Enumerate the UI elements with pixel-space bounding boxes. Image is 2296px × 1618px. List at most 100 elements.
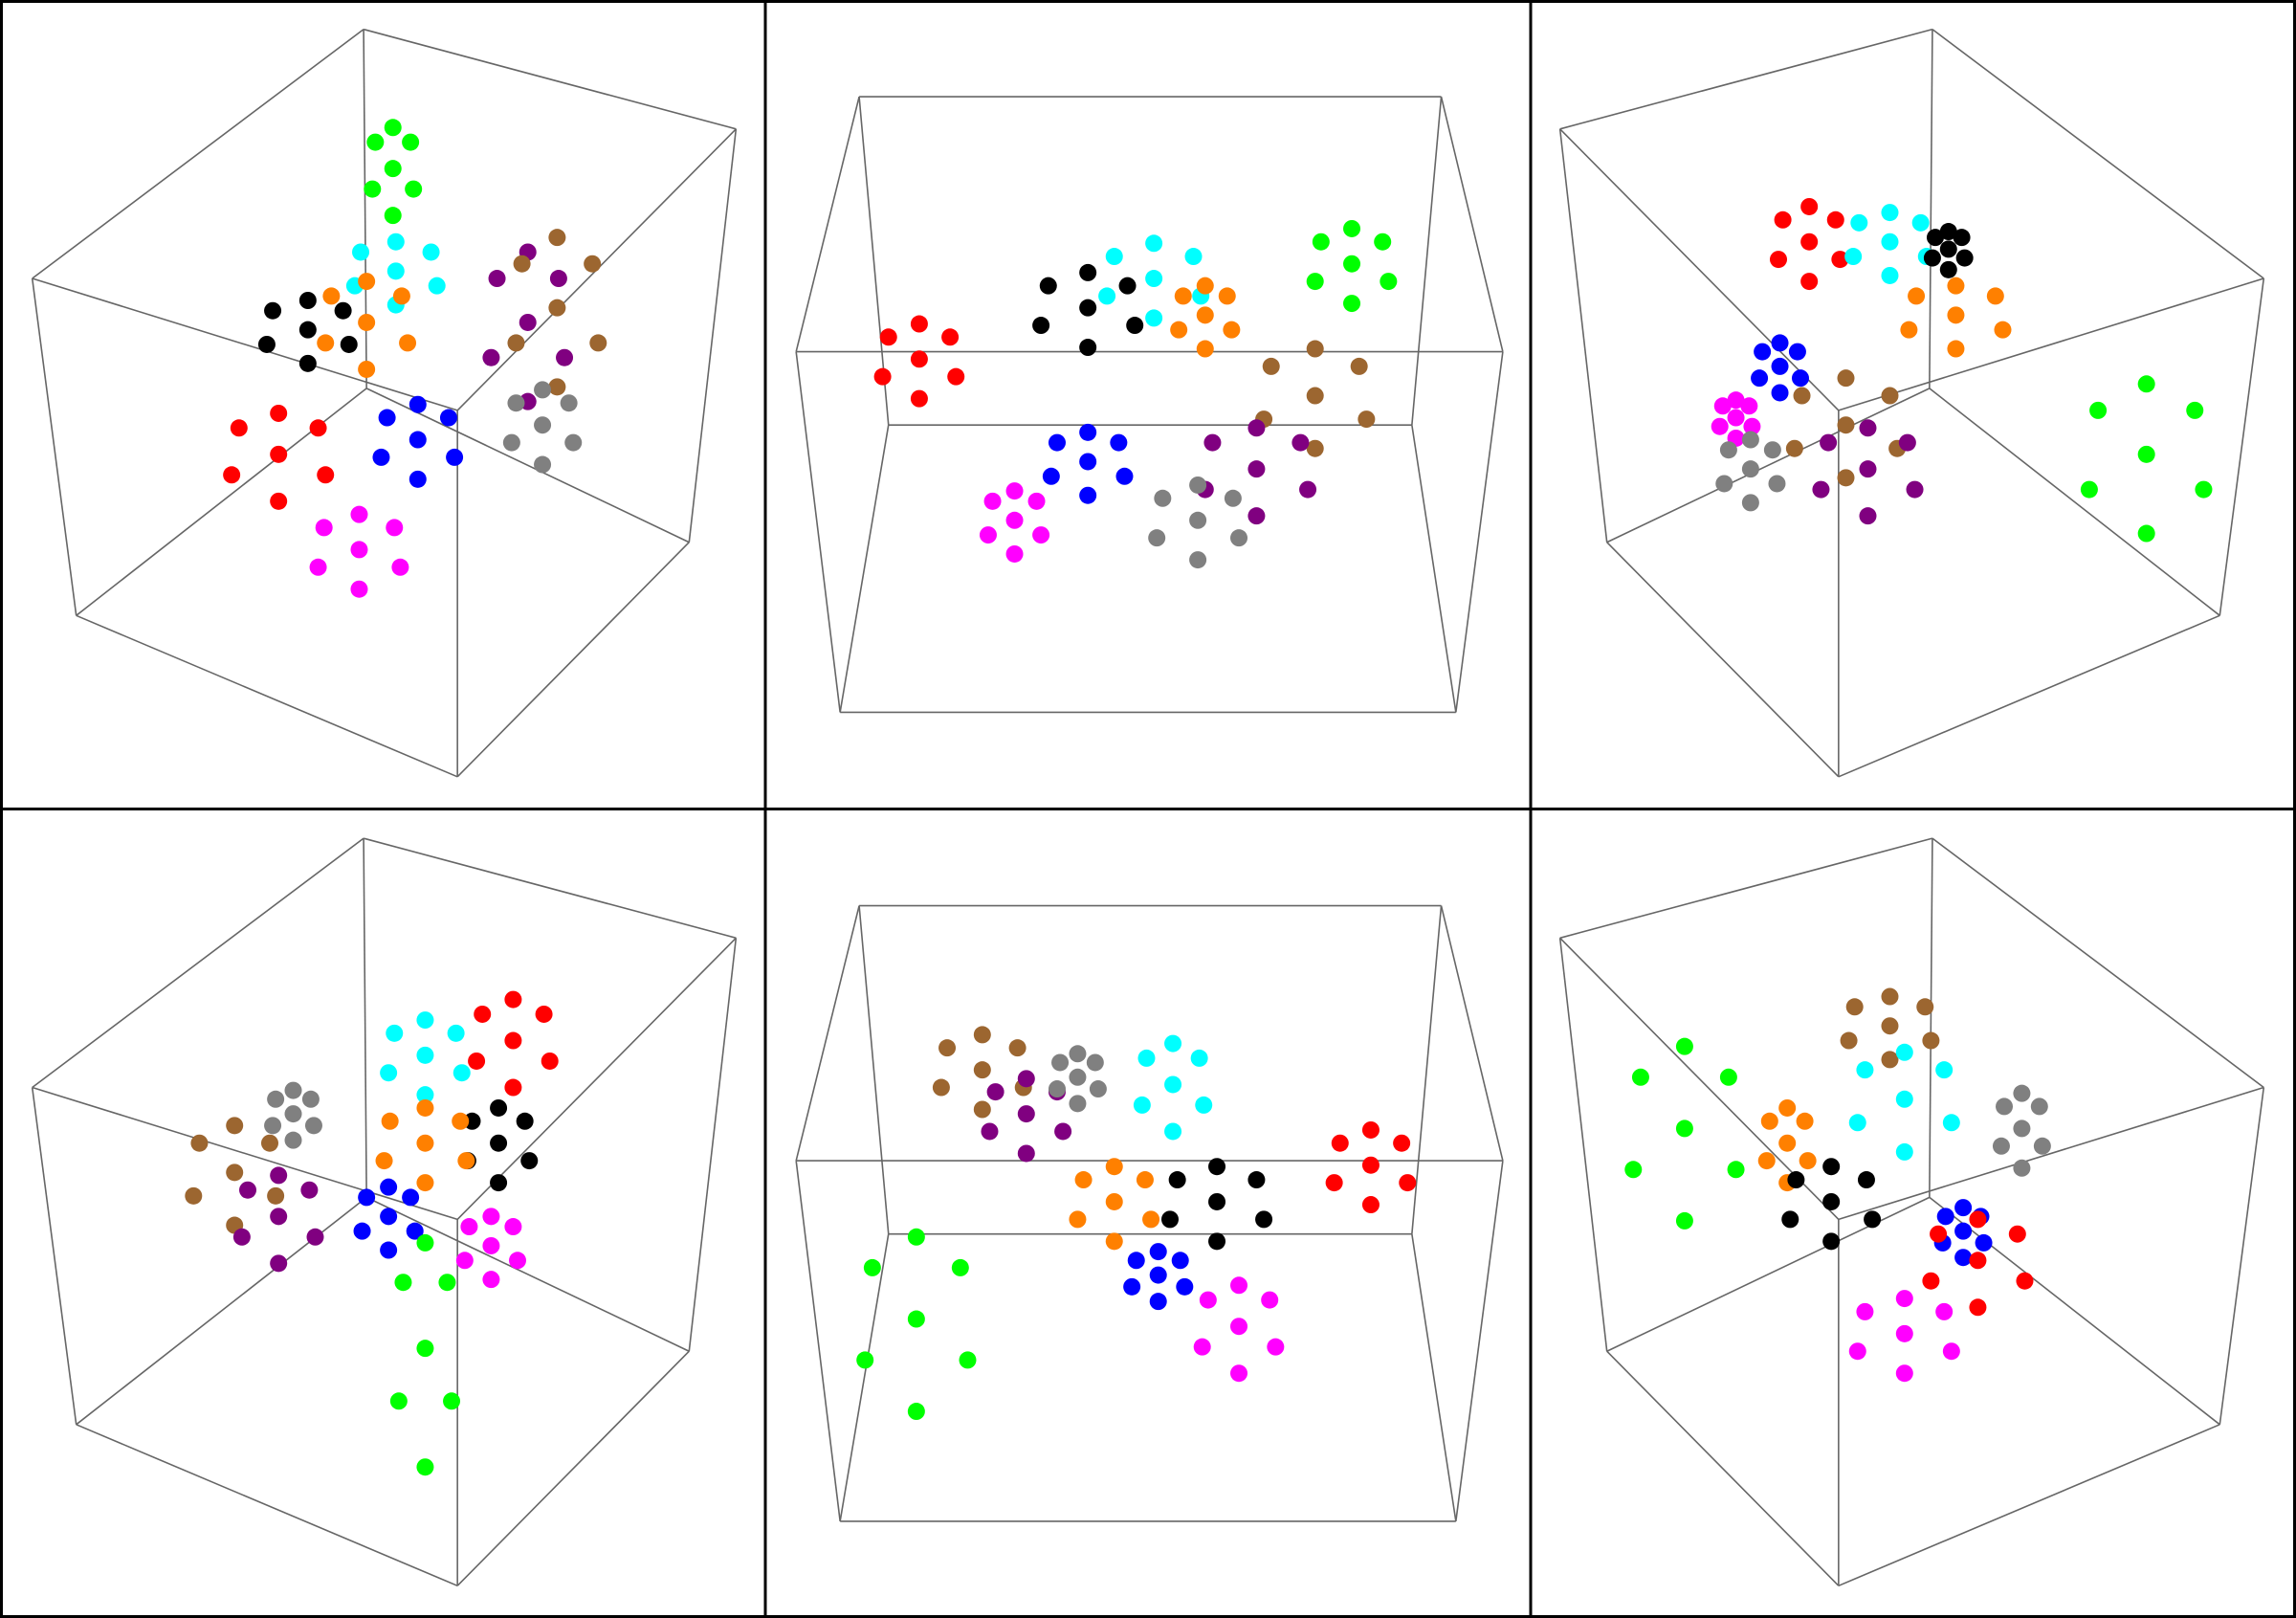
scatter-point — [873, 367, 892, 386]
scatter-point — [460, 1218, 478, 1236]
scatter-point — [381, 1112, 399, 1130]
scatter-point — [350, 580, 368, 598]
cube-edge — [32, 28, 364, 279]
scatter-point — [1715, 475, 1733, 493]
scatter-point — [416, 1233, 434, 1252]
scatter-point — [391, 558, 409, 576]
scatter-point — [1306, 387, 1324, 405]
scatter-point — [1149, 1293, 1167, 1311]
scatter-point — [1856, 1302, 1874, 1320]
scatter-point — [1947, 340, 1965, 358]
scatter-point — [1996, 1097, 2014, 1116]
scatter-point — [474, 1005, 492, 1023]
scatter-point — [2013, 1159, 2031, 1177]
scatter-point — [386, 1024, 404, 1042]
scatter-point — [1105, 1192, 1123, 1210]
scatter-point — [1223, 321, 1241, 339]
scatter-point — [1123, 1277, 1141, 1296]
scatter-point — [1195, 1096, 1213, 1114]
scatter-point — [1074, 1171, 1093, 1189]
scatter-point — [549, 270, 567, 288]
scatter-point — [1171, 1252, 1189, 1270]
scatter-point — [386, 262, 405, 280]
scatter-point — [1856, 1061, 1874, 1079]
scatter-point — [1164, 1034, 1182, 1053]
scatter-point — [1069, 1095, 1087, 1113]
scatter-point — [1196, 340, 1214, 358]
scatter-point — [548, 299, 566, 317]
scatter-point — [1262, 357, 1280, 375]
scatter-point — [1118, 277, 1137, 295]
cube-edge — [795, 1161, 841, 1522]
scatter-point — [190, 1134, 209, 1152]
scatter-point — [1230, 1364, 1248, 1383]
scatter-point — [309, 558, 327, 576]
cube-edge — [363, 28, 737, 130]
scatter-point — [504, 1031, 522, 1050]
scatter-point — [375, 1152, 393, 1170]
scatter-point — [589, 334, 607, 352]
scatter-point — [298, 354, 317, 372]
scatter-point — [384, 160, 402, 178]
scatter-point — [422, 243, 440, 261]
scatter-point — [402, 133, 420, 151]
scatter-point — [1203, 433, 1222, 452]
cube-edge — [76, 614, 458, 778]
cube-edge — [1558, 938, 1608, 1352]
scatter-point — [2080, 480, 2098, 499]
scatter-point — [443, 1392, 461, 1410]
scatter-point — [1751, 369, 1769, 388]
scatter-point — [384, 119, 402, 137]
scatter-point — [386, 233, 405, 251]
scatter-point — [488, 270, 506, 288]
scatter-point — [959, 1351, 977, 1369]
scatter-point — [298, 291, 317, 309]
scatter-point — [1230, 1318, 1248, 1336]
scatter-point — [260, 1134, 278, 1152]
scatter-point — [1098, 287, 1116, 305]
scatter-point — [1923, 249, 1941, 267]
scatter-point — [284, 1131, 302, 1149]
scatter-point — [1881, 1017, 1899, 1035]
scatter-point — [1741, 494, 1759, 512]
scatter-point — [257, 335, 276, 353]
scatter-point — [1774, 211, 1792, 229]
scatter-point — [1936, 1208, 1954, 1226]
scatter-point — [315, 519, 333, 537]
scatter-point — [1740, 397, 1758, 415]
scatter-point — [1820, 433, 1838, 452]
scatter-point — [1343, 295, 1361, 313]
scatter-point — [1170, 321, 1188, 339]
scatter-point — [1857, 1171, 1875, 1189]
scatter-point — [1778, 1098, 1797, 1117]
scatter-point — [408, 395, 427, 413]
scatter-point — [270, 1166, 288, 1185]
cube-edge — [456, 1350, 690, 1586]
scatter-point — [1174, 287, 1192, 305]
scatter-point — [490, 1134, 508, 1152]
scatter-point — [2030, 1097, 2048, 1116]
scatter-point — [1719, 1068, 1737, 1086]
scatter-point — [1969, 1298, 1987, 1317]
scatter-point — [1184, 248, 1203, 266]
scatter-point — [386, 519, 404, 537]
scatter-point — [1771, 334, 1789, 352]
scatter-point — [394, 1274, 412, 1292]
scatter-point — [2033, 1137, 2051, 1155]
scatter-point — [1848, 1342, 1866, 1361]
scatter-point — [1105, 1158, 1123, 1176]
scatter-point — [1247, 1171, 1266, 1189]
scatter-point — [1230, 529, 1248, 547]
scatter-point — [392, 287, 410, 305]
scatter-point — [1306, 273, 1324, 291]
scatter-point — [1881, 233, 1899, 251]
scatter-point — [1380, 273, 1398, 291]
scatter-point — [482, 1236, 500, 1254]
scatter-point — [507, 394, 525, 412]
scatter-point — [863, 1258, 881, 1276]
scatter-point — [1791, 369, 1809, 388]
scatter-point — [564, 433, 583, 452]
scatter-point — [1895, 1043, 1913, 1061]
scatter-point — [358, 313, 376, 331]
